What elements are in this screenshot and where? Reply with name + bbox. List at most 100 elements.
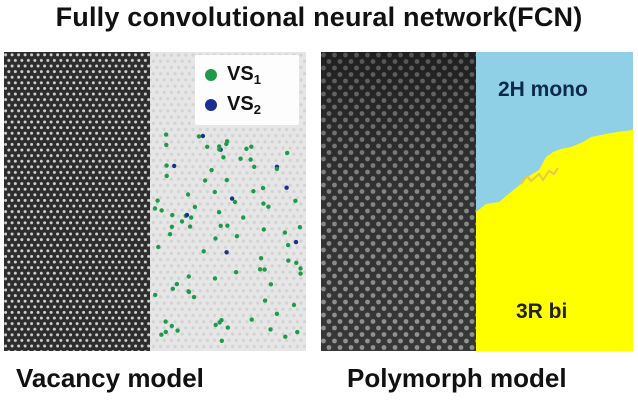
polymorph-image — [321, 52, 633, 351]
vacancy-marker — [212, 189, 217, 195]
vacancy-marker — [295, 329, 300, 335]
vacancy-marker — [205, 144, 210, 149]
green-dot-icon — [205, 69, 217, 81]
vacancy-marker — [229, 196, 235, 201]
vacancy-marker — [172, 163, 177, 169]
vacancy-marker — [286, 258, 291, 263]
vacancy-marker — [261, 201, 266, 206]
vacancy-marker — [238, 156, 243, 161]
vacancy-marker — [233, 270, 239, 275]
stem-image-raw — [4, 52, 150, 351]
vacancy-marker — [188, 215, 194, 220]
vacancy-marker — [225, 325, 230, 330]
vacancy-marker — [221, 155, 226, 160]
vacancy-marker — [187, 224, 193, 229]
vacancy-marker — [169, 323, 174, 329]
vacancy-marker — [252, 164, 257, 169]
vacancy-marker — [224, 250, 229, 255]
vacancy-marker — [262, 298, 268, 303]
vacancy-marker — [284, 185, 289, 190]
vacancy-marker — [159, 332, 164, 337]
vacancy-marker — [152, 206, 158, 211]
vacancy-marker — [153, 292, 158, 298]
vacancy-marker — [191, 294, 197, 300]
vacancy-marker — [298, 266, 303, 271]
vacancy-marker — [186, 289, 191, 294]
vacancy-marker — [251, 189, 256, 194]
vacancy-marker — [268, 282, 274, 287]
vacancy-marker — [298, 271, 303, 276]
vacancy-marker — [185, 192, 191, 197]
vacancy-marker — [212, 276, 218, 281]
vacancy-marker — [285, 242, 291, 248]
vacancy-marker — [257, 267, 263, 272]
vacancy-marker — [167, 232, 173, 237]
vacancy-marker — [249, 144, 254, 149]
vacancy-marker — [241, 215, 246, 220]
vacancy-marker — [285, 150, 290, 156]
vacancy-marker — [213, 322, 218, 328]
vacancy-marker — [164, 173, 169, 179]
vacancy-marker — [294, 260, 299, 265]
vacancy-marker — [217, 144, 222, 149]
vacancy-marker — [164, 163, 169, 168]
vacancy-marker — [216, 210, 222, 215]
vacancy-marker — [234, 234, 240, 239]
vacancy-marker — [174, 281, 180, 287]
vacancy-marker — [266, 204, 271, 209]
vacancy-marker — [217, 147, 222, 152]
vacancy-legend: VS1 VS2 — [195, 55, 299, 125]
vacancy-marker — [163, 329, 168, 335]
vacancy-marker — [218, 223, 223, 228]
vacancy-marker — [170, 212, 175, 218]
legend-item-vs1: VS1 — [205, 61, 261, 89]
vacancy-marker — [209, 167, 214, 173]
vacancy-marker — [224, 141, 229, 147]
caption-polymorph-model: Polymorph model — [347, 363, 567, 393]
vacancy-marker — [282, 230, 288, 235]
vacancy-marker — [164, 142, 169, 148]
vacancy-marker — [156, 244, 161, 250]
vacancy-marker — [179, 219, 185, 224]
vacancy-marker — [268, 327, 273, 332]
vacancy-marker — [217, 320, 222, 325]
vacancy-marker — [170, 286, 175, 291]
vacancy-marker — [232, 199, 238, 205]
vacancy-marker — [169, 224, 175, 229]
vacancy-marker — [201, 249, 206, 254]
label-2h-mono: 2H mono — [498, 78, 588, 101]
label-3r-bi: 3R bi — [516, 300, 568, 323]
legend-item-vs2: VS2 — [205, 91, 261, 119]
vacancy-marker — [258, 256, 264, 261]
vacancy-marker — [293, 239, 299, 245]
vacancy-marker — [291, 302, 297, 308]
vacancy-marker — [274, 311, 280, 316]
vacancy-marker — [184, 212, 190, 218]
figure-title: Fully convolutional neural network(FCN) — [55, 2, 583, 32]
vacancy-marker — [224, 177, 229, 183]
vacancy-marker — [261, 227, 266, 232]
vacancy-marker — [248, 157, 253, 162]
vacancy-model-panel: VS1 VS2 — [4, 52, 306, 351]
vacancy-marker — [297, 225, 303, 230]
polymorph-model-panel: 2H mono 3R bi — [321, 52, 633, 351]
vacancy-marker — [244, 146, 249, 151]
vacancy-marker — [196, 134, 202, 139]
vacancy-marker — [262, 267, 267, 272]
vacancy-marker — [192, 204, 198, 210]
blue-dot-icon — [205, 99, 217, 111]
vacancy-marker — [163, 132, 169, 137]
vacancy-marker — [225, 223, 230, 228]
vacancy-marker — [293, 198, 298, 203]
vacancy-marker — [260, 185, 266, 191]
vacancy-marker — [274, 166, 280, 172]
vacancy-marker — [163, 319, 168, 324]
caption-vacancy-model: Vacancy model — [16, 363, 204, 393]
vacancy-marker — [202, 178, 208, 183]
vacancy-marker — [283, 334, 288, 339]
vacancy-marker — [200, 133, 206, 139]
vacancy-marker — [155, 198, 160, 203]
region-3r-bi — [476, 130, 633, 351]
vacancy-marker — [186, 274, 191, 279]
vacancy-marker — [249, 317, 254, 322]
